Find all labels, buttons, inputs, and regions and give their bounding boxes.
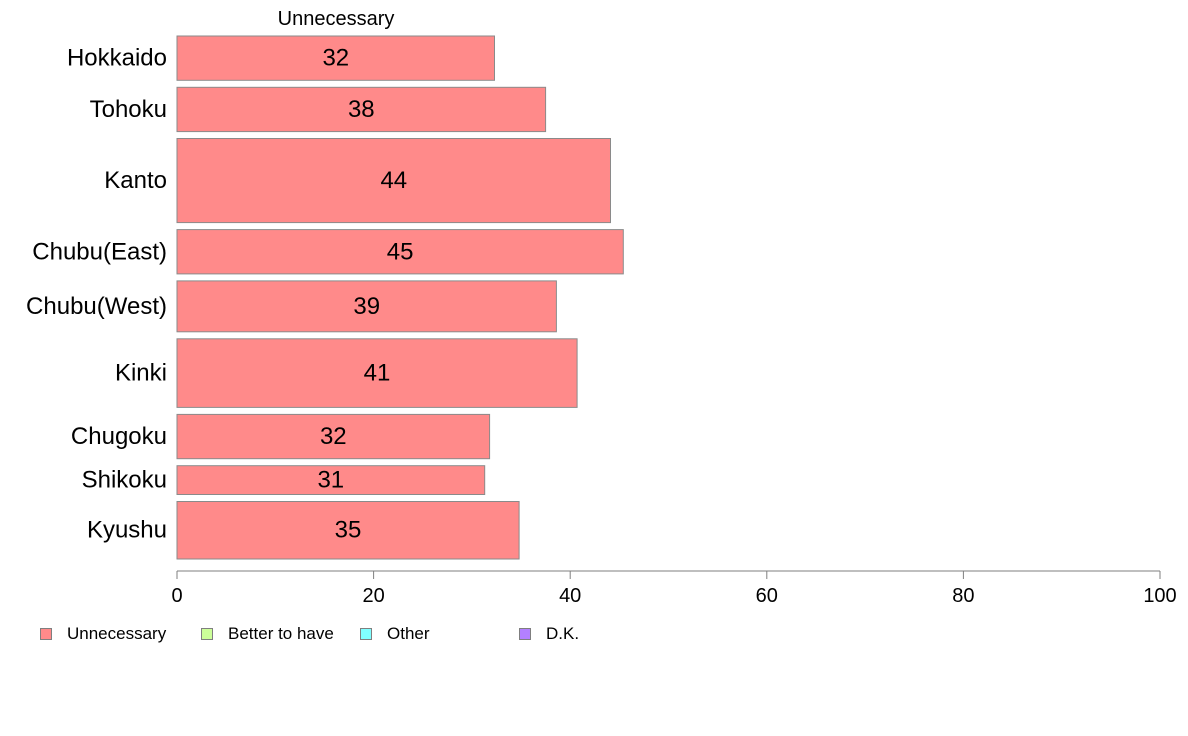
category-label: Chugoku: [71, 423, 167, 450]
bar-chugoku: [176, 413, 491, 460]
bar-hokkaido: [176, 35, 495, 81]
x-axis: 0 20 40 60 80 100: [171, 570, 1177, 607]
legend-swatch-better-to-have: [201, 628, 213, 640]
legend-swatch-unnecessary: [40, 628, 52, 640]
bar-chubu-west: [176, 280, 557, 333]
bar-tohoku: [176, 86, 547, 133]
bar-value-label: 39: [353, 293, 380, 320]
bar-value-label: 41: [364, 360, 391, 387]
bar-value-label: 44: [380, 167, 407, 194]
x-tick-label: 100: [1143, 585, 1176, 607]
bar-kyushu: [176, 501, 520, 560]
x-tick-label: 0: [171, 585, 182, 607]
legend-label: Better to have: [228, 624, 334, 643]
x-tick-label: 20: [362, 585, 384, 607]
legend-swatch-dk: [519, 628, 531, 640]
column-title: Unnecessary: [278, 8, 395, 30]
legend-label: Unnecessary: [67, 624, 167, 643]
bar-kanto: [176, 138, 611, 224]
bar-value-label: 32: [320, 423, 347, 450]
bar-chubu-east: [176, 229, 624, 275]
legend-label: D.K.: [546, 624, 580, 643]
category-label: Hokkaido: [67, 45, 167, 72]
category-label: Kanto: [104, 167, 167, 194]
category-label: Kyushu: [87, 517, 167, 544]
category-label: Shikoku: [82, 467, 167, 494]
x-tick-label: 40: [559, 585, 581, 607]
legend-item-dk: D.K.: [519, 624, 579, 644]
category-label: Chubu(East): [32, 238, 167, 265]
bar-shikoku: [176, 465, 486, 496]
bar-kinki: [176, 338, 578, 408]
category-label: Chubu(West): [26, 293, 167, 320]
bar-value-label: 31: [317, 467, 344, 494]
legend-item-unnecessary: Unnecessary: [40, 624, 166, 644]
category-label: Tohoku: [90, 96, 167, 123]
x-tick-label: 60: [756, 585, 778, 607]
legend-label: Other: [387, 624, 430, 643]
bar-value-label: 35: [335, 517, 362, 544]
bar-value-label: 32: [322, 45, 349, 72]
bar-value-label: 45: [387, 238, 414, 265]
bars-layer: 32 Hokkaido 38 Tohoku 44 Kanto 45 Chubu(East) 39…: [26, 35, 624, 560]
bar-value-label: 38: [348, 96, 375, 123]
legend-item-better-to-have: Better to have: [201, 624, 334, 644]
x-tick-label: 80: [952, 585, 974, 607]
category-label: Kinki: [115, 360, 167, 387]
legend-swatch-other: [360, 628, 372, 640]
legend-item-other: Other: [360, 624, 430, 644]
